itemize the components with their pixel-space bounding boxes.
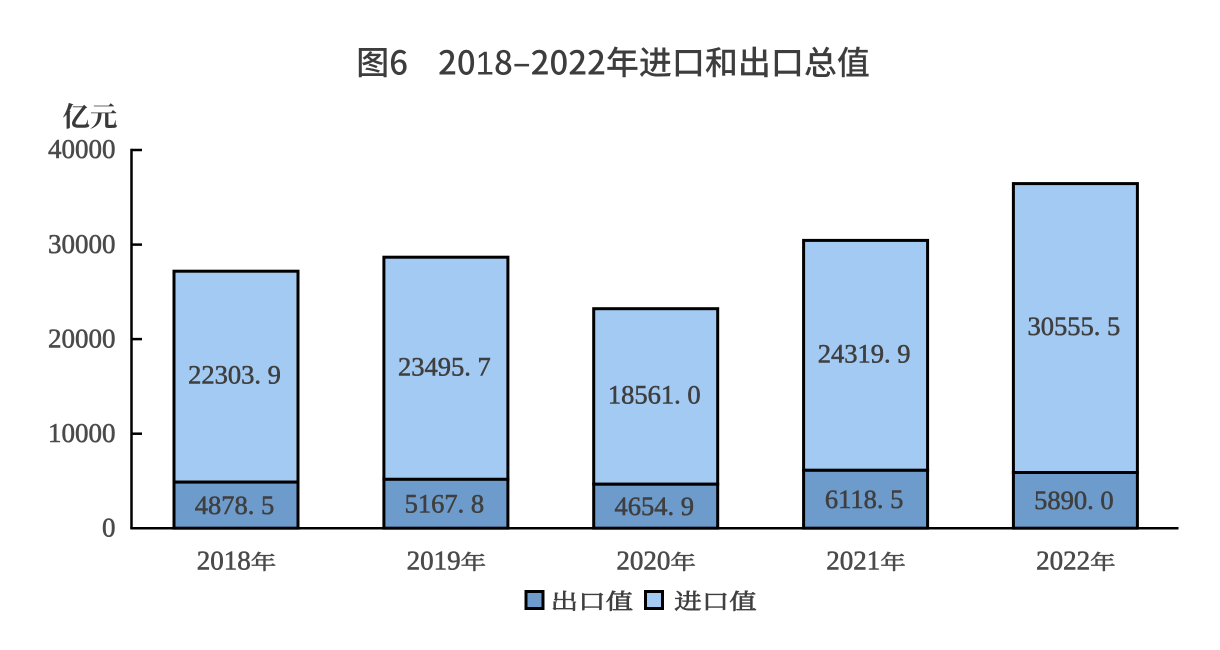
svg-text:0: 0 bbox=[102, 512, 116, 542]
svg-text:2021: 2021 bbox=[826, 545, 880, 575]
svg-text:22303. 9: 22303. 9 bbox=[188, 360, 281, 390]
svg-text:5890. 0: 5890. 0 bbox=[1034, 485, 1114, 515]
svg-text:40000: 40000 bbox=[48, 134, 116, 164]
svg-text:30555. 5: 30555. 5 bbox=[1028, 311, 1121, 341]
svg-text:2018: 2018 bbox=[197, 545, 251, 575]
svg-text:2022: 2022 bbox=[1036, 545, 1090, 575]
svg-text:4654. 9: 4654. 9 bbox=[614, 491, 694, 521]
svg-text:5167. 8: 5167. 8 bbox=[405, 489, 485, 519]
svg-text:18561. 0: 18561. 0 bbox=[608, 379, 701, 409]
svg-text:10000: 10000 bbox=[48, 418, 116, 448]
svg-text:24319. 9: 24319. 9 bbox=[818, 338, 911, 368]
svg-text:2019: 2019 bbox=[407, 545, 461, 575]
svg-text:30000: 30000 bbox=[48, 229, 116, 259]
svg-text:6118. 5: 6118. 5 bbox=[825, 484, 904, 514]
svg-text:23495. 7: 23495. 7 bbox=[398, 351, 491, 381]
svg-text:2020: 2020 bbox=[616, 545, 670, 575]
svg-text:4878. 5: 4878. 5 bbox=[195, 490, 275, 520]
svg-text:20000: 20000 bbox=[48, 323, 116, 353]
